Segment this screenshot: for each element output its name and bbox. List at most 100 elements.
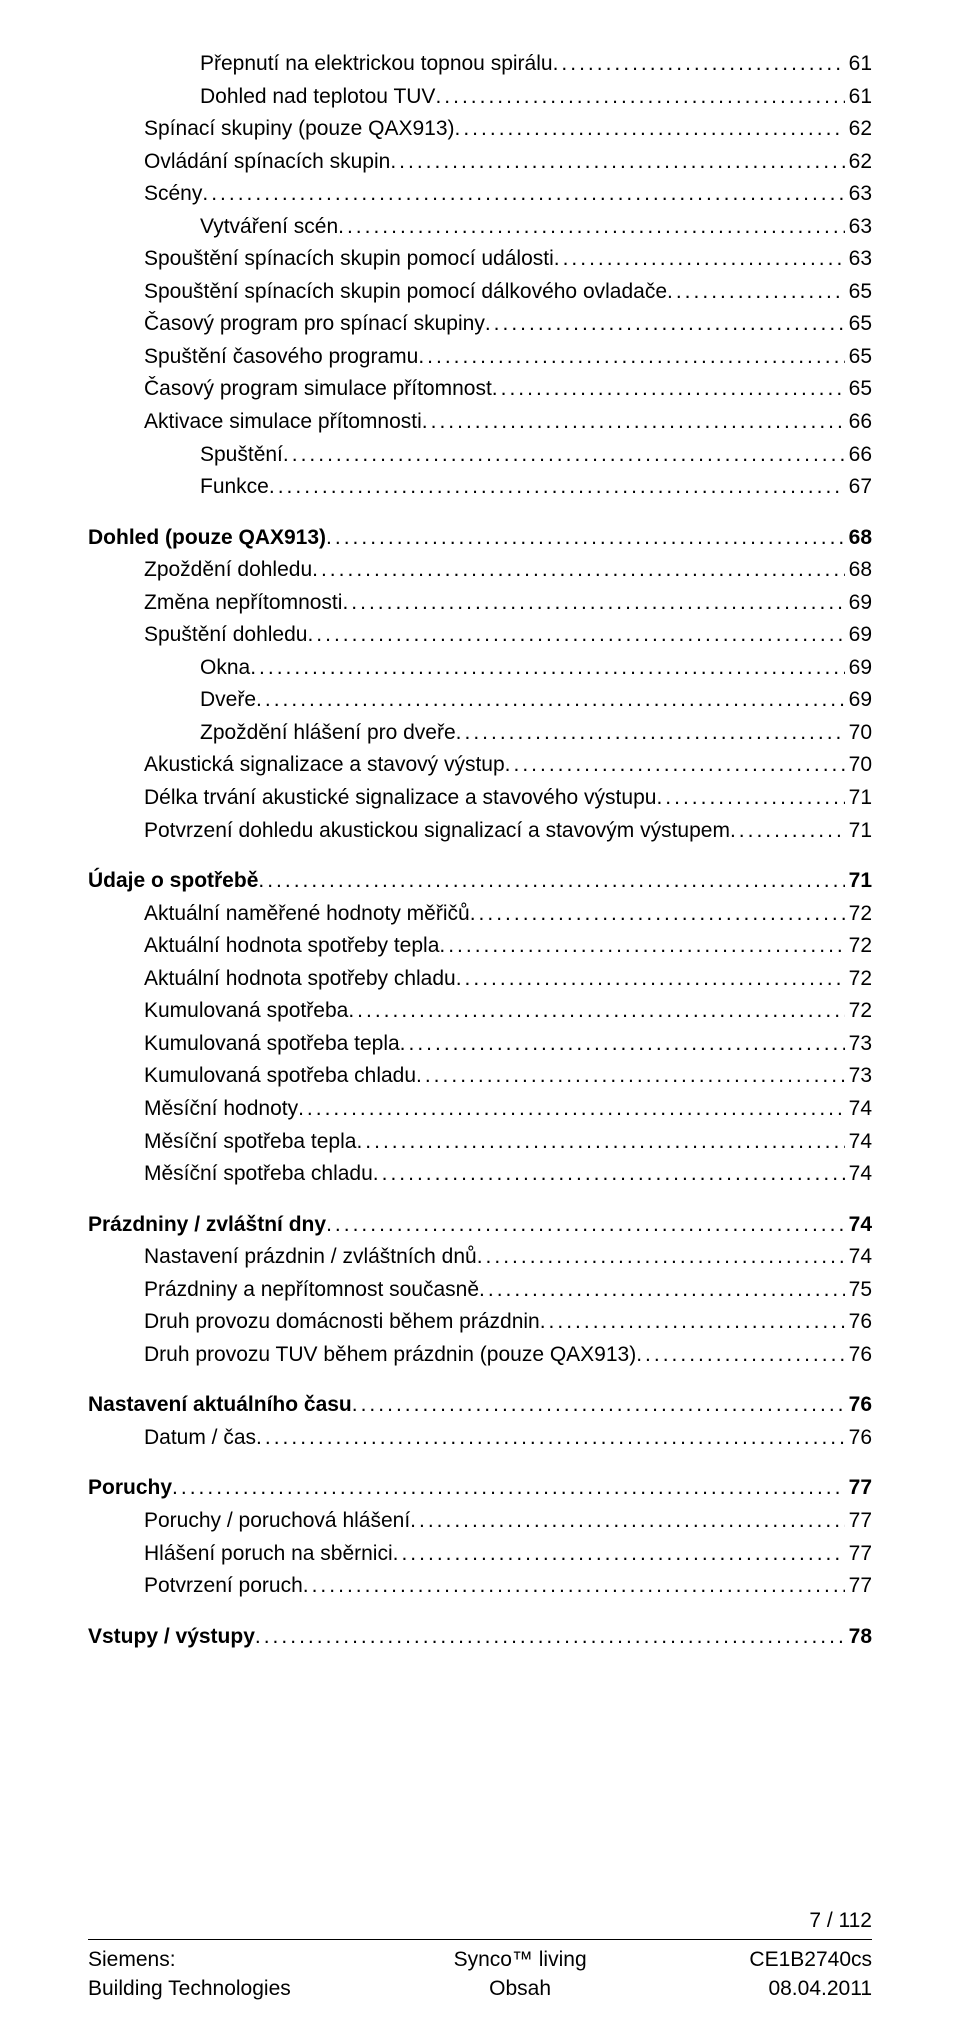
- section-gap: [88, 1191, 872, 1209]
- toc-entry[interactable]: Zpoždění hlášení pro dveře70: [88, 717, 872, 750]
- toc-entry[interactable]: Vstupy / výstupy78: [88, 1621, 872, 1654]
- table-of-contents: Přepnutí na elektrickou topnou spirálu61…: [88, 48, 872, 1881]
- toc-entry-page: 77: [845, 1570, 872, 1603]
- toc-entry-page: 73: [845, 1060, 872, 1093]
- toc-entry-label: Dohled nad teplotou TUV: [200, 81, 435, 114]
- toc-entry[interactable]: Délka trvání akustické signalizace a sta…: [88, 782, 872, 815]
- footer-left: Siemens: Building Technologies: [88, 1946, 291, 2003]
- toc-entry[interactable]: Dohled nad teplotou TUV 61: [88, 81, 872, 114]
- toc-entry[interactable]: Kumulovaná spotřeba chladu73: [88, 1060, 872, 1093]
- toc-leader-dots: [554, 243, 845, 276]
- page-number: 7 / 112: [88, 1909, 872, 1933]
- toc-entry-page: 71: [845, 865, 872, 898]
- toc-leader-dots: [439, 930, 844, 963]
- toc-entry-label: Spínací skupiny (pouze QAX913): [144, 113, 455, 146]
- toc-entry[interactable]: Spuštění časového programu65: [88, 341, 872, 374]
- toc-entry[interactable]: Měsíční spotřeba chladu74: [88, 1158, 872, 1191]
- toc-entry[interactable]: Hlášení poruch na sběrnici77: [88, 1538, 872, 1571]
- toc-entry-page: 76: [845, 1422, 872, 1455]
- toc-entry-page: 72: [845, 963, 872, 996]
- toc-entry[interactable]: Aktuální hodnota spotřeby tepla72: [88, 930, 872, 963]
- toc-entry-page: 77: [845, 1505, 872, 1538]
- toc-entry[interactable]: Prázdniny / zvláštní dny74: [88, 1209, 872, 1242]
- toc-entry-page: 72: [845, 930, 872, 963]
- toc-entry[interactable]: Dohled (pouze QAX913)68: [88, 522, 872, 555]
- toc-entry-label: Měsíční hodnoty: [144, 1093, 298, 1126]
- toc-leader-dots: [485, 308, 845, 341]
- toc-entry-label: Kumulovaná spotřeba: [144, 995, 348, 1028]
- toc-entry[interactable]: Aktuální naměřené hodnoty měřičů72: [88, 898, 872, 931]
- toc-entry-page: 65: [845, 373, 872, 406]
- toc-entry[interactable]: Dveře69: [88, 684, 872, 717]
- toc-entry-label: Druh provozu TUV během prázdnin (pouze Q…: [144, 1339, 636, 1372]
- toc-entry[interactable]: Spuštění66: [88, 439, 872, 472]
- toc-entry-label: Spuštění: [200, 439, 283, 472]
- toc-entry-page: 65: [845, 308, 872, 341]
- toc-leader-dots: [352, 1389, 845, 1422]
- toc-entry[interactable]: Poruchy / poruchová hlášení77: [88, 1505, 872, 1538]
- toc-entry-label: Aktuální naměřené hodnoty měřičů: [144, 898, 470, 931]
- section-gap: [88, 847, 872, 865]
- toc-entry[interactable]: Aktivace simulace přítomnosti66: [88, 406, 872, 439]
- toc-entry[interactable]: Kumulovaná spotřeba tepla73: [88, 1028, 872, 1061]
- toc-entry[interactable]: Potvrzení poruch77: [88, 1570, 872, 1603]
- toc-entry[interactable]: Potvrzení dohledu akustickou signalizací…: [88, 815, 872, 848]
- toc-entry-label: Spuštění dohledu: [144, 619, 307, 652]
- toc-entry[interactable]: Údaje o spotřebě71: [88, 865, 872, 898]
- toc-entry-page: 61: [845, 81, 872, 114]
- toc-entry-page: 69: [845, 652, 872, 685]
- toc-entry[interactable]: Spuštění dohledu69: [88, 619, 872, 652]
- toc-entry[interactable]: Spouštění spínacích skupin pomocí událos…: [88, 243, 872, 276]
- toc-entry[interactable]: Prázdniny a nepřítomnost současně75: [88, 1274, 872, 1307]
- toc-entry[interactable]: Kumulovaná spotřeba72: [88, 995, 872, 1028]
- toc-entry[interactable]: Přepnutí na elektrickou topnou spirálu61: [88, 48, 872, 81]
- toc-leader-dots: [455, 113, 845, 146]
- toc-leader-dots: [393, 1538, 845, 1571]
- toc-leader-dots: [342, 587, 844, 620]
- toc-entry[interactable]: Ovládání spínacích skupin62: [88, 146, 872, 179]
- toc-entry-label: Přepnutí na elektrickou topnou spirálu: [200, 48, 553, 81]
- toc-entry-label: Vytváření scén: [200, 211, 338, 244]
- toc-entry-label: Potvrzení dohledu akustickou signalizací…: [144, 815, 730, 848]
- toc-entry-label: Spouštění spínacích skupin pomocí dálkov…: [144, 276, 667, 309]
- toc-entry[interactable]: Zpoždění dohledu68: [88, 554, 872, 587]
- toc-entry-label: Zpoždění dohledu: [144, 554, 312, 587]
- toc-entry-label: Nastavení prázdnin / zvláštních dnů: [144, 1241, 477, 1274]
- toc-entry-page: 74: [845, 1209, 872, 1242]
- toc-entry[interactable]: Spínací skupiny (pouze QAX913)62: [88, 113, 872, 146]
- toc-leader-dots: [326, 522, 845, 555]
- toc-entry[interactable]: Změna nepřítomnosti69: [88, 587, 872, 620]
- toc-entry[interactable]: Druh provozu TUV během prázdnin (pouze Q…: [88, 1339, 872, 1372]
- toc-leader-dots: [422, 406, 845, 439]
- toc-entry[interactable]: Funkce67: [88, 471, 872, 504]
- toc-entry-label: Poruchy: [88, 1472, 172, 1505]
- toc-entry[interactable]: Poruchy 77: [88, 1472, 872, 1505]
- toc-leader-dots: [202, 178, 844, 211]
- toc-leader-dots: [373, 1158, 845, 1191]
- toc-entry[interactable]: Časový program pro spínací skupiny65: [88, 308, 872, 341]
- toc-entry[interactable]: Druh provozu domácnosti během prázdnin76: [88, 1306, 872, 1339]
- section-gap: [88, 504, 872, 522]
- toc-entry-page: 74: [845, 1093, 872, 1126]
- toc-entry[interactable]: Měsíční spotřeba tepla74: [88, 1126, 872, 1159]
- toc-entry[interactable]: Nastavení aktuálního času76: [88, 1389, 872, 1422]
- toc-entry[interactable]: Akustická signalizace a stavový výstup70: [88, 749, 872, 782]
- toc-entry[interactable]: Časový program simulace přítomnost65: [88, 373, 872, 406]
- toc-entry[interactable]: Scény63: [88, 178, 872, 211]
- toc-entry[interactable]: Okna 69: [88, 652, 872, 685]
- toc-entry[interactable]: Spouštění spínacích skupin pomocí dálkov…: [88, 276, 872, 309]
- toc-entry-label: Dohled (pouze QAX913): [88, 522, 326, 555]
- toc-entry-page: 77: [845, 1472, 872, 1505]
- toc-entry[interactable]: Aktuální hodnota spotřeby chladu72: [88, 963, 872, 996]
- footer-center-line2: Obsah: [454, 1975, 587, 2003]
- toc-entry-label: Datum / čas: [144, 1422, 256, 1455]
- toc-leader-dots: [307, 619, 844, 652]
- footer-left-line1: Siemens:: [88, 1946, 291, 1974]
- toc-entry-label: Okna: [200, 652, 250, 685]
- toc-entry[interactable]: Nastavení prázdnin / zvláštních dnů74: [88, 1241, 872, 1274]
- toc-entry[interactable]: Měsíční hodnoty 74: [88, 1093, 872, 1126]
- toc-entry[interactable]: Datum / čas 76: [88, 1422, 872, 1455]
- toc-entry-page: 63: [845, 211, 872, 244]
- toc-entry[interactable]: Vytváření scén 63: [88, 211, 872, 244]
- toc-entry-label: Hlášení poruch na sběrnici: [144, 1538, 393, 1571]
